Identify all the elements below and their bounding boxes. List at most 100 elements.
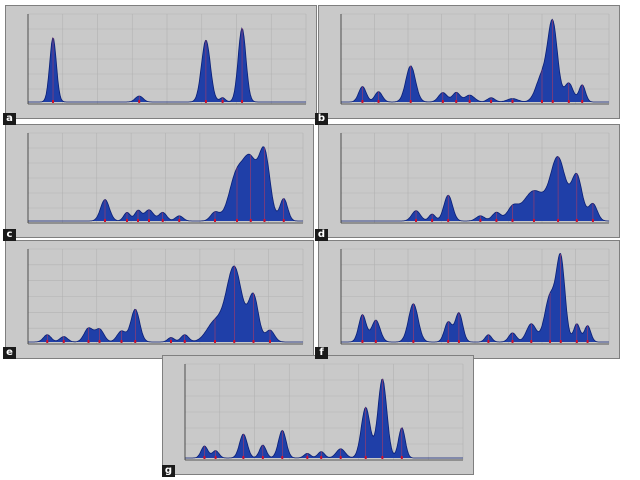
retention-marker bbox=[530, 340, 533, 343]
panel-label: a bbox=[3, 113, 16, 125]
retention-marker bbox=[377, 100, 380, 103]
panel-label: g bbox=[162, 465, 175, 477]
retention-marker bbox=[252, 340, 255, 343]
chromatogram-panel-e bbox=[5, 240, 314, 359]
retention-marker bbox=[447, 340, 450, 343]
panel-label: d bbox=[315, 229, 328, 241]
chromatogram-plot bbox=[184, 363, 464, 461]
retention-marker bbox=[126, 219, 128, 222]
retention-marker bbox=[120, 340, 123, 343]
retention-marker bbox=[381, 456, 384, 459]
peak-area bbox=[341, 156, 609, 221]
retention-marker bbox=[409, 100, 412, 103]
retention-marker bbox=[263, 219, 266, 222]
retention-marker bbox=[495, 219, 498, 222]
retention-marker bbox=[214, 340, 216, 343]
retention-marker bbox=[214, 219, 216, 222]
retention-marker bbox=[586, 340, 589, 343]
chromatogram-plot bbox=[340, 13, 610, 105]
panel-label: c bbox=[3, 229, 16, 241]
chromatogram-panel-b bbox=[318, 5, 620, 119]
retention-marker bbox=[591, 219, 594, 222]
chromatogram-panel-a bbox=[5, 5, 317, 119]
retention-marker bbox=[134, 340, 137, 343]
retention-marker bbox=[487, 340, 490, 343]
chromatogram-panel-c bbox=[5, 124, 314, 238]
retention-marker bbox=[178, 219, 181, 222]
chromatogram-plot bbox=[27, 248, 304, 345]
retention-marker bbox=[261, 456, 264, 459]
retention-marker bbox=[214, 456, 217, 459]
retention-marker bbox=[233, 340, 236, 343]
panel-label: e bbox=[3, 347, 16, 359]
chromatogram-plot bbox=[340, 248, 610, 345]
signal-line bbox=[341, 18, 609, 103]
retention-marker bbox=[575, 340, 578, 343]
retention-marker bbox=[46, 340, 49, 343]
retention-marker bbox=[137, 219, 139, 222]
retention-marker bbox=[441, 100, 444, 103]
retention-marker bbox=[468, 100, 471, 103]
retention-marker bbox=[269, 340, 271, 343]
retention-marker bbox=[241, 100, 244, 103]
peak-area bbox=[341, 253, 609, 342]
retention-marker bbox=[339, 456, 342, 459]
retention-marker bbox=[138, 100, 141, 103]
panel-label: f bbox=[315, 347, 328, 359]
signal-line bbox=[28, 265, 303, 343]
retention-marker bbox=[415, 219, 418, 222]
retention-marker bbox=[447, 219, 450, 222]
retention-marker bbox=[549, 340, 552, 343]
retention-marker bbox=[87, 340, 90, 343]
peak-area bbox=[28, 28, 306, 103]
retention-marker bbox=[431, 219, 434, 222]
retention-marker bbox=[551, 100, 554, 103]
retention-marker bbox=[400, 456, 403, 459]
retention-marker bbox=[282, 219, 285, 222]
retention-marker bbox=[236, 219, 238, 222]
signal-line bbox=[28, 146, 303, 222]
retention-marker bbox=[532, 219, 535, 222]
retention-marker bbox=[541, 100, 543, 103]
signal-line bbox=[341, 156, 609, 222]
retention-marker bbox=[511, 340, 514, 343]
signal-line bbox=[185, 378, 463, 459]
retention-marker bbox=[557, 219, 560, 222]
retention-marker bbox=[361, 340, 364, 343]
chromatogram-plot bbox=[27, 13, 307, 105]
retention-marker bbox=[306, 456, 309, 459]
signal-line bbox=[341, 252, 609, 343]
chromatogram-plot bbox=[27, 132, 304, 224]
retention-marker bbox=[281, 456, 284, 459]
retention-marker bbox=[511, 219, 514, 222]
retention-marker bbox=[455, 100, 458, 103]
chromatogram-panel-g bbox=[162, 355, 474, 475]
retention-marker bbox=[170, 340, 172, 343]
retention-marker bbox=[567, 100, 570, 103]
retention-marker bbox=[52, 100, 55, 103]
chromatogram-plot bbox=[340, 132, 610, 224]
signal-line bbox=[28, 27, 306, 103]
retention-marker bbox=[183, 340, 186, 343]
retention-marker bbox=[511, 100, 514, 103]
retention-marker bbox=[412, 340, 415, 343]
retention-marker bbox=[320, 456, 323, 459]
retention-marker bbox=[161, 219, 164, 222]
panel-label: b bbox=[315, 113, 328, 125]
retention-marker bbox=[148, 219, 150, 222]
retention-marker bbox=[361, 100, 364, 103]
retention-marker bbox=[374, 340, 377, 343]
retention-marker bbox=[490, 100, 493, 103]
retention-marker bbox=[203, 456, 206, 459]
retention-marker bbox=[364, 456, 367, 459]
retention-marker bbox=[457, 340, 460, 343]
retention-marker bbox=[581, 100, 584, 103]
retention-marker bbox=[575, 219, 578, 222]
retention-marker bbox=[249, 219, 252, 222]
peak-area bbox=[28, 146, 303, 221]
retention-marker bbox=[242, 456, 245, 459]
chromatogram-panel-f bbox=[318, 240, 620, 359]
retention-marker bbox=[104, 219, 106, 222]
retention-marker bbox=[62, 340, 65, 343]
retention-marker bbox=[221, 100, 224, 103]
